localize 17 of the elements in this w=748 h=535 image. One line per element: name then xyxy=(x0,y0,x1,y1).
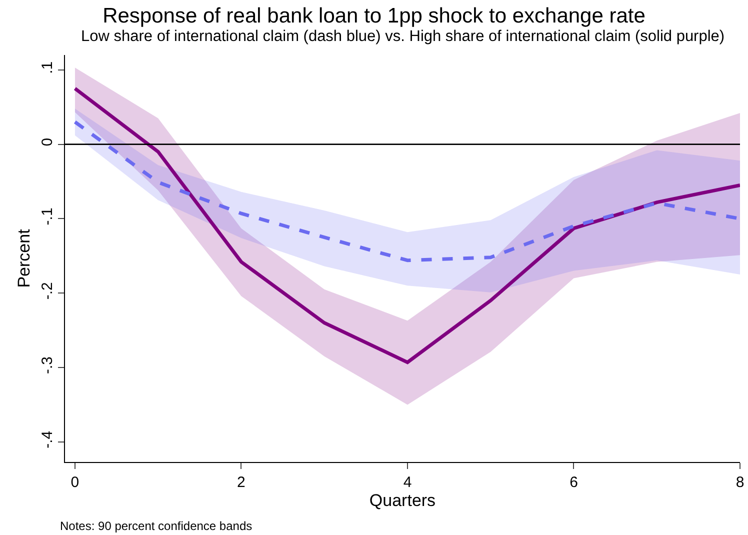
text: Notes: 90 percent confidence bands xyxy=(60,519,252,533)
y-tick-label: -.4 xyxy=(39,430,56,448)
x-tick-label: 6 xyxy=(570,474,578,491)
x-tick-label: 8 xyxy=(736,474,744,491)
y-tick-label: -.2 xyxy=(39,282,56,300)
chart-subtitle: Low share of international claim (dash blue) vs. High share of international claim (solid purple) xyxy=(81,28,725,45)
y-tick-label: -.1 xyxy=(39,208,56,226)
x-tick-label: 4 xyxy=(403,474,412,491)
line-series xyxy=(73,86,740,364)
y-tick-label: -.3 xyxy=(39,356,56,374)
x-tick-label: 0 xyxy=(70,474,80,491)
y-tick-label: 0 xyxy=(39,138,56,146)
y-axis-title: Percent xyxy=(14,228,34,288)
x-axis-title: Quarters xyxy=(369,491,436,510)
x-tick-label: 2 xyxy=(237,474,246,491)
y-tick-label: .1 xyxy=(39,61,56,74)
chart-title: Response of real bank loan to 1pp shock to exchange rate xyxy=(102,4,646,28)
